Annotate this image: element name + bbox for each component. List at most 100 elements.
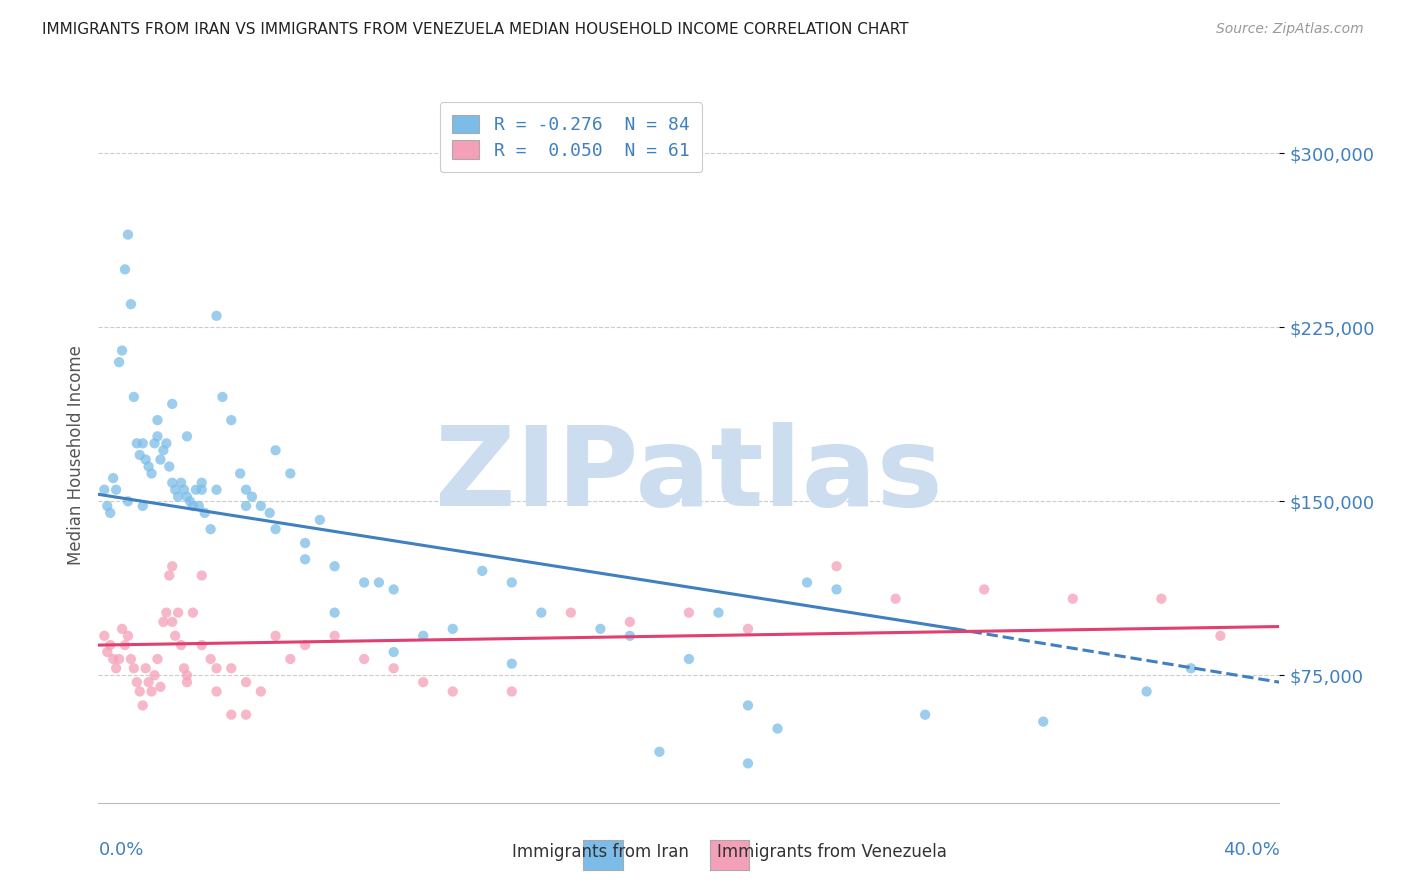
Point	[96, 499, 118, 513]
Point	[152, 615, 174, 629]
Point	[200, 522, 222, 536]
Point	[278, 652, 302, 666]
Point	[264, 443, 287, 458]
Point	[135, 452, 157, 467]
Point	[250, 684, 273, 698]
Point	[648, 745, 671, 759]
Point	[678, 606, 700, 620]
Point	[173, 483, 195, 497]
Point	[98, 638, 121, 652]
Point	[141, 684, 163, 698]
Point	[382, 661, 405, 675]
Point	[973, 582, 995, 597]
Point	[219, 413, 243, 427]
Point	[184, 483, 207, 497]
Point	[117, 629, 139, 643]
Point	[105, 483, 128, 497]
Point	[219, 707, 243, 722]
Point	[143, 668, 166, 682]
Point	[368, 575, 391, 590]
Point	[796, 575, 818, 590]
Point	[884, 591, 907, 606]
Point	[294, 638, 316, 652]
Point	[194, 506, 217, 520]
Text: ZIPatlas: ZIPatlas	[434, 422, 943, 529]
Point	[294, 552, 316, 566]
Point	[108, 355, 131, 369]
Point	[128, 684, 150, 698]
Point	[165, 629, 187, 643]
Point	[825, 559, 848, 574]
Text: IMMIGRANTS FROM IRAN VS IMMIGRANTS FROM VENEZUELA MEDIAN HOUSEHOLD INCOME CORREL: IMMIGRANTS FROM IRAN VS IMMIGRANTS FROM …	[42, 22, 908, 37]
Point	[191, 638, 214, 652]
Point	[205, 684, 228, 698]
Point	[138, 459, 160, 474]
Point	[707, 606, 730, 620]
Point	[165, 483, 187, 497]
Point	[278, 467, 302, 481]
Point	[162, 397, 183, 411]
Point	[619, 615, 641, 629]
Point	[125, 436, 148, 450]
Point	[235, 707, 257, 722]
Point	[737, 756, 759, 771]
Text: Immigrants from Iran: Immigrants from Iran	[512, 843, 689, 861]
Point	[146, 652, 169, 666]
Point	[103, 471, 125, 485]
Point	[240, 490, 263, 504]
Point	[149, 680, 172, 694]
Point	[114, 262, 136, 277]
Point	[120, 297, 142, 311]
Point	[93, 483, 115, 497]
Point	[235, 675, 257, 690]
Point	[825, 582, 848, 597]
Point	[167, 490, 190, 504]
Point	[157, 459, 180, 474]
Point	[737, 622, 759, 636]
Point	[737, 698, 759, 713]
Point	[441, 622, 464, 636]
Point	[138, 675, 160, 690]
Point	[132, 436, 155, 450]
Point	[205, 661, 228, 675]
Point	[93, 629, 115, 643]
Point	[132, 698, 155, 713]
Point	[157, 568, 180, 582]
Point	[111, 622, 134, 636]
Point	[353, 652, 375, 666]
Point	[382, 582, 405, 597]
Text: Immigrants from Venezuela: Immigrants from Venezuela	[717, 843, 946, 861]
Point	[141, 467, 163, 481]
Point	[117, 494, 139, 508]
Point	[1150, 591, 1173, 606]
Point	[766, 722, 789, 736]
Point	[412, 629, 434, 643]
Point	[187, 499, 209, 513]
Y-axis label: Median Household Income: Median Household Income	[66, 345, 84, 565]
Point	[155, 436, 177, 450]
Text: 40.0%: 40.0%	[1223, 841, 1279, 859]
Point	[96, 645, 118, 659]
Legend: R = -0.276  N = 84, R =  0.050  N = 61: R = -0.276 N = 84, R = 0.050 N = 61	[440, 103, 702, 172]
Point	[1032, 714, 1054, 729]
Point	[1062, 591, 1084, 606]
Point	[117, 227, 139, 242]
Point	[211, 390, 233, 404]
Point	[176, 429, 198, 443]
Point	[309, 513, 332, 527]
Text: Source: ZipAtlas.com: Source: ZipAtlas.com	[1216, 22, 1364, 37]
Point	[114, 638, 136, 652]
Point	[441, 684, 464, 698]
Point	[205, 483, 228, 497]
Point	[200, 652, 222, 666]
Point	[181, 606, 204, 620]
Point	[501, 575, 523, 590]
Point	[128, 448, 150, 462]
Point	[530, 606, 553, 620]
Point	[155, 606, 177, 620]
Point	[173, 661, 195, 675]
Point	[162, 615, 183, 629]
Point	[111, 343, 134, 358]
Point	[382, 645, 405, 659]
Point	[412, 675, 434, 690]
